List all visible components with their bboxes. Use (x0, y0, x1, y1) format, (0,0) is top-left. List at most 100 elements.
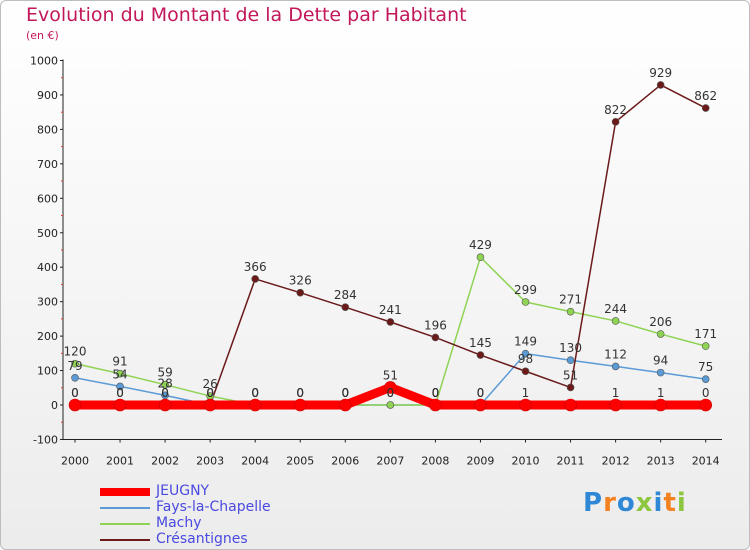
data-label: 79 (67, 359, 82, 373)
axes: -100010020030040050060070080090010002000… (30, 55, 722, 468)
data-point (293, 398, 307, 412)
data-label: 59 (157, 366, 172, 380)
logo-letter: o (616, 488, 636, 518)
data-label: 822 (604, 103, 627, 117)
data-label: 51 (563, 368, 578, 382)
data-label: 0 (116, 386, 124, 400)
data-point (656, 81, 665, 89)
data-label: 0 (477, 386, 485, 400)
y-tick-label: 700 (37, 158, 58, 171)
data-label: 51 (383, 368, 398, 382)
data-label: 1 (612, 386, 620, 400)
data-label: 54 (112, 367, 127, 381)
x-tick-label: 2012 (602, 455, 630, 468)
data-label: 112 (604, 347, 627, 361)
data-point (386, 318, 395, 326)
data-point (429, 398, 442, 412)
y-tick-label: 400 (37, 261, 58, 274)
y-tick-label: 800 (37, 123, 58, 136)
data-point (248, 398, 262, 412)
data-point (611, 362, 620, 371)
data-label: 862 (694, 89, 717, 103)
legend-label-fays-la-chapelle: Fays-la-Chapelle (156, 499, 271, 515)
x-tick-label: 2005 (286, 455, 314, 468)
data-point (296, 288, 305, 297)
data-point (476, 253, 485, 262)
data-point (701, 375, 710, 383)
data-label: 171 (694, 327, 717, 341)
logo-letter: x (635, 488, 654, 518)
data-label: 120 (64, 345, 87, 359)
data-label: 0 (251, 386, 259, 400)
chart-subtitle: (en €) (26, 29, 59, 42)
data-point (71, 373, 79, 382)
data-label: 0 (432, 386, 440, 400)
data-label: 0 (71, 386, 79, 400)
data-label: 98 (518, 352, 533, 366)
x-tick-label: 2006 (331, 455, 359, 468)
data-label: 0 (387, 386, 395, 400)
data-label: 366 (244, 260, 267, 274)
legend-swatch-cresantignes (100, 539, 150, 541)
data-label: 196 (424, 318, 447, 332)
data-label: 271 (559, 293, 582, 307)
data-label: 149 (514, 335, 537, 349)
data-point (611, 118, 620, 126)
data-label: 0 (702, 386, 710, 400)
series-points (68, 81, 713, 412)
x-tick-label: 2010 (512, 455, 540, 468)
data-label: 0 (432, 386, 440, 400)
data-label: 299 (514, 283, 537, 297)
legend-swatch-jeugny (100, 488, 150, 496)
data-label: 0 (71, 386, 79, 400)
data-label: 284 (334, 288, 357, 302)
data-point (113, 398, 127, 412)
data-point (71, 359, 79, 368)
x-tick-label: 2014 (692, 455, 720, 468)
data-label: 75 (698, 360, 713, 374)
logo-letter: r (603, 488, 617, 518)
data-label: 0 (251, 386, 259, 400)
data-label: 0 (432, 386, 440, 400)
data-point (338, 398, 352, 412)
data-point (654, 398, 667, 412)
data-point (701, 342, 710, 350)
data-label: 0 (477, 386, 485, 400)
data-label: 91 (112, 355, 127, 369)
data-label: 145 (469, 336, 492, 350)
legend-label-machy: Machy (156, 515, 202, 531)
logo-letter: i (676, 488, 687, 518)
data-label: 0 (206, 386, 214, 400)
x-tick-label: 2004 (241, 455, 269, 468)
data-label: 206 (649, 315, 672, 329)
data-label: 0 (116, 386, 124, 400)
proxiti-logo: Proxiti (583, 488, 687, 518)
data-label: 0 (251, 386, 259, 400)
y-tick-label: 600 (37, 192, 58, 205)
y-tick-label: 300 (37, 296, 58, 309)
data-label: 0 (206, 386, 214, 400)
data-label: 0 (296, 386, 304, 400)
data-label: 0 (341, 386, 349, 400)
data-point (566, 307, 575, 316)
data-label: 0 (161, 386, 169, 400)
x-tick-label: 2001 (106, 455, 134, 468)
data-point (519, 398, 532, 412)
legend-swatch-machy (100, 523, 150, 525)
x-tick-label: 2002 (151, 455, 179, 468)
data-point (566, 356, 575, 365)
data-point (431, 333, 440, 342)
data-label: 28 (157, 376, 172, 390)
x-tick-label: 2013 (647, 455, 675, 468)
data-point (116, 382, 124, 391)
data-point (384, 381, 397, 394)
y-tick-label: 900 (37, 89, 58, 102)
y-tick-label: 500 (37, 227, 58, 240)
data-point (161, 380, 169, 389)
logo-letter: t (663, 488, 677, 518)
data-label: 0 (296, 386, 304, 400)
data-label: 241 (379, 303, 402, 317)
data-point (68, 398, 82, 412)
